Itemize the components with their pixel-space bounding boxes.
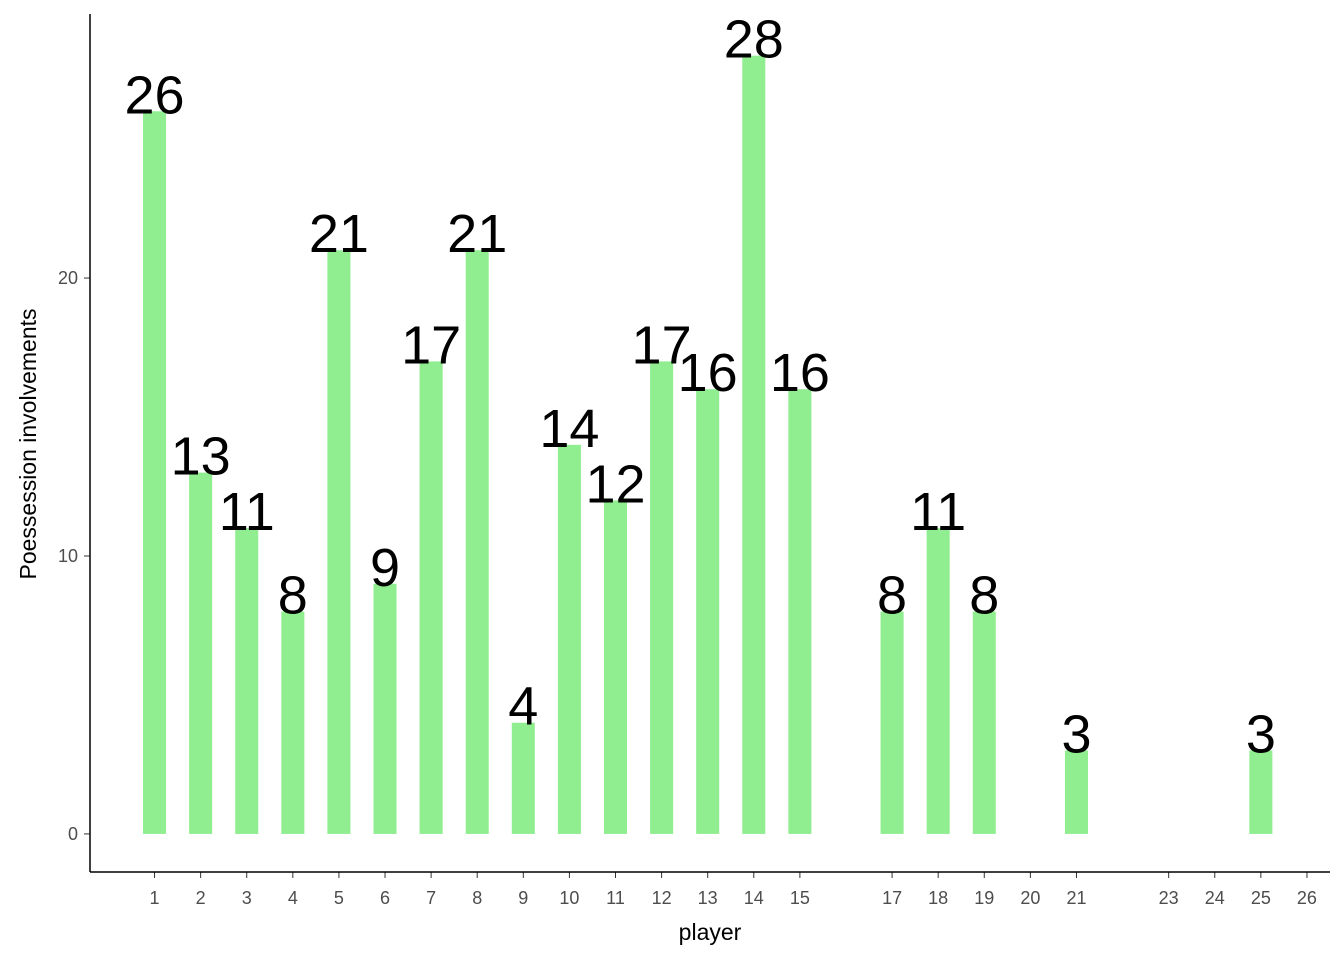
y-tick-label: 0 (68, 824, 78, 844)
bar (603, 500, 628, 834)
bar (511, 722, 535, 834)
value-label: 21 (309, 204, 369, 264)
value-label: 12 (585, 454, 645, 514)
value-label: 13 (171, 427, 231, 487)
bar (1064, 750, 1088, 834)
x-tick-label: 1 (150, 888, 160, 908)
bar (650, 361, 674, 834)
x-tick-label: 11 (606, 888, 625, 908)
value-label: 16 (678, 343, 738, 403)
value-label: 11 (910, 482, 966, 542)
x-tick-label: 2 (196, 888, 206, 908)
x-tick-label: 19 (974, 888, 994, 908)
x-tick-label: 9 (518, 888, 528, 908)
x-tick-label: 18 (928, 888, 948, 908)
x-tick-label: 20 (1020, 888, 1040, 908)
bar (557, 444, 581, 834)
value-label: 21 (447, 204, 507, 264)
bar (143, 111, 167, 834)
x-tick-label: 21 (1066, 888, 1086, 908)
bar (972, 611, 996, 834)
value-label: 4 (508, 677, 538, 737)
x-tick-label: 24 (1205, 888, 1225, 908)
x-tick-label: 8 (472, 888, 482, 908)
x-tick-label: 13 (698, 888, 718, 908)
value-label: 17 (632, 315, 692, 375)
value-label: 8 (969, 566, 999, 626)
value-label: 17 (401, 315, 461, 375)
x-tick-label: 3 (242, 888, 252, 908)
bar (189, 472, 213, 834)
x-tick-label: 6 (380, 888, 390, 908)
x-tick-label: 7 (426, 888, 436, 908)
value-label: 8 (278, 566, 308, 626)
bar (465, 250, 489, 834)
value-label: 8 (877, 566, 907, 626)
x-tick-label: 23 (1159, 888, 1179, 908)
bar (742, 55, 766, 834)
x-tick-label: 25 (1251, 888, 1271, 908)
value-label: 16 (770, 343, 830, 403)
value-label: 3 (1246, 705, 1276, 765)
x-axis-title: player (679, 919, 742, 945)
value-label: 14 (539, 399, 599, 459)
value-label: 3 (1061, 705, 1091, 765)
x-tick-label: 4 (288, 888, 298, 908)
y-tick-label: 10 (58, 546, 78, 566)
bar (926, 528, 950, 834)
x-tick-label: 17 (882, 888, 902, 908)
x-tick-label: 5 (334, 888, 344, 908)
bar (788, 389, 812, 834)
y-axis-title: Poessession involvements (15, 308, 41, 579)
bar (1249, 750, 1273, 834)
bar (235, 528, 259, 834)
x-tick-label: 12 (652, 888, 672, 908)
x-tick-label: 10 (559, 888, 579, 908)
x-tick-label: 26 (1297, 888, 1317, 908)
bar (419, 361, 443, 834)
value-label: 9 (370, 538, 400, 598)
x-tick-label: 15 (790, 888, 810, 908)
bar (327, 250, 351, 834)
value-label: 28 (724, 10, 784, 70)
bar (696, 389, 720, 834)
value-label: 11 (219, 482, 275, 542)
bar (880, 611, 904, 834)
y-tick-label: 20 (58, 268, 78, 288)
value-label: 26 (124, 65, 184, 125)
x-tick-label: 14 (744, 888, 764, 908)
bar (281, 611, 305, 834)
bar (373, 583, 397, 834)
